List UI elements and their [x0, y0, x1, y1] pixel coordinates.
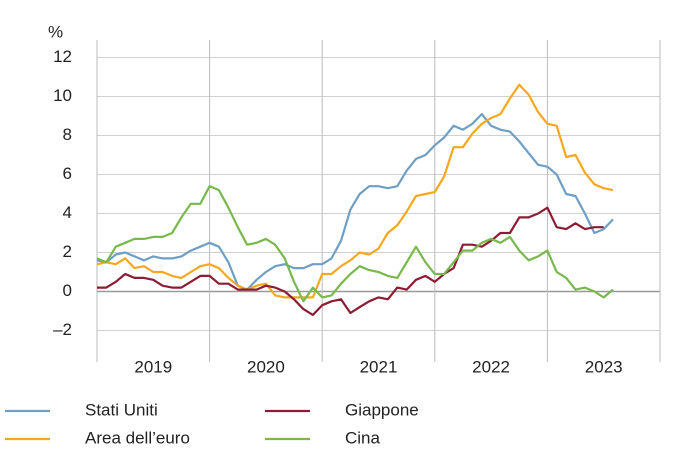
x-tick-label: 2019: [134, 357, 172, 376]
x-tick-label: 2023: [585, 357, 623, 376]
series-line: [96, 83, 614, 299]
series-line: [97, 206, 604, 316]
y-tick-label: –2: [53, 320, 72, 339]
series-line: [96, 185, 614, 303]
y-tick-label: 10: [53, 86, 72, 105]
legend-label: Cina: [345, 428, 381, 447]
legend-label: Stati Uniti: [85, 400, 158, 419]
x-tick-label: 2021: [360, 357, 398, 376]
y-tick-label: 8: [63, 125, 72, 144]
y-tick-label: 2: [63, 242, 72, 261]
x-tick-label: 2020: [247, 357, 285, 376]
y-tick-label: 4: [63, 203, 72, 222]
y-tick-label: 6: [63, 164, 72, 183]
x-tick-label: 2022: [472, 357, 510, 376]
y-axis-label: %: [48, 22, 63, 41]
y-tick-label: 0: [63, 281, 72, 300]
legend-label: Giappone: [345, 400, 419, 419]
y-tick-label: 12: [53, 47, 72, 66]
series-line: [96, 113, 614, 291]
legend-label: Area dell’euro: [85, 428, 190, 447]
